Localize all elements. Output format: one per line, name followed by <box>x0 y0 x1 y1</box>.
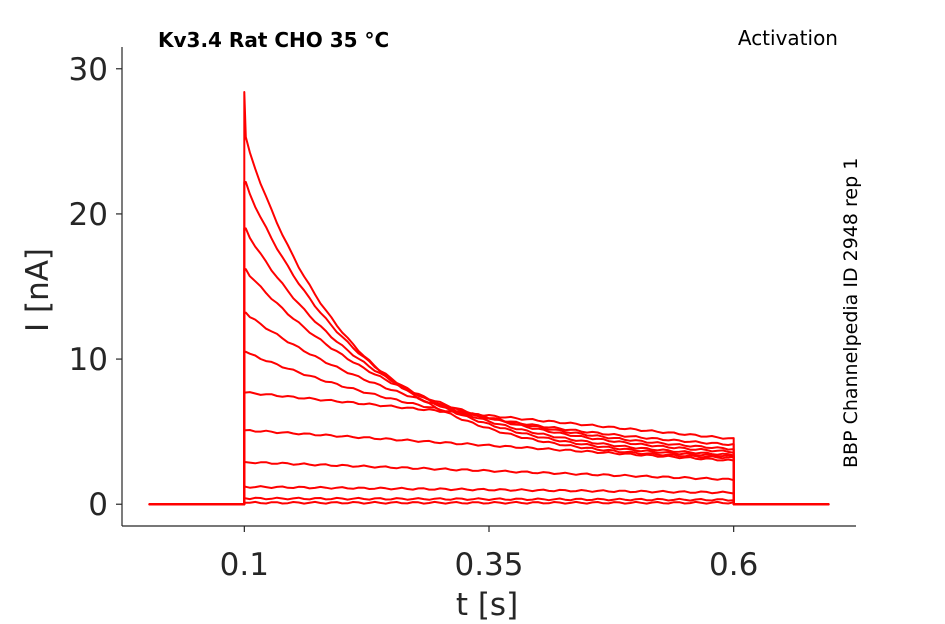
trace-group <box>148 91 830 506</box>
current-trace <box>148 268 830 506</box>
y-tick-label: 10 <box>69 342 108 378</box>
current-trace <box>148 461 830 506</box>
current-trace <box>148 496 830 506</box>
protocol-label: Activation <box>738 26 838 50</box>
y-tick-label: 30 <box>69 52 108 88</box>
current-trace <box>148 391 830 506</box>
current-trace <box>148 485 830 506</box>
current-trace <box>148 181 830 506</box>
current-trace <box>148 227 830 506</box>
y-tick-label: 0 <box>88 487 108 523</box>
x-tick-label: 0.35 <box>454 547 523 583</box>
current-trace <box>148 91 830 506</box>
x-tick-label: 0.6 <box>709 547 758 583</box>
current-trace <box>148 429 830 506</box>
y-tick-label: 20 <box>69 197 108 233</box>
current-trace <box>148 311 830 506</box>
x-tick-group: 0.1 0.35 0.6 <box>220 526 758 583</box>
current-trace <box>148 350 830 506</box>
chart-title: Kv3.4 Rat CHO 35 °C <box>158 28 389 52</box>
source-label: BBP Channelpedia ID 2948 rep 1 <box>840 158 862 468</box>
y-axis-label: I [nA] <box>20 248 56 332</box>
current-trace <box>148 500 830 506</box>
x-tick-label: 0.1 <box>220 547 269 583</box>
x-axis-label: t [s] <box>456 587 518 623</box>
y-tick-group: 0 10 20 30 <box>69 52 122 523</box>
